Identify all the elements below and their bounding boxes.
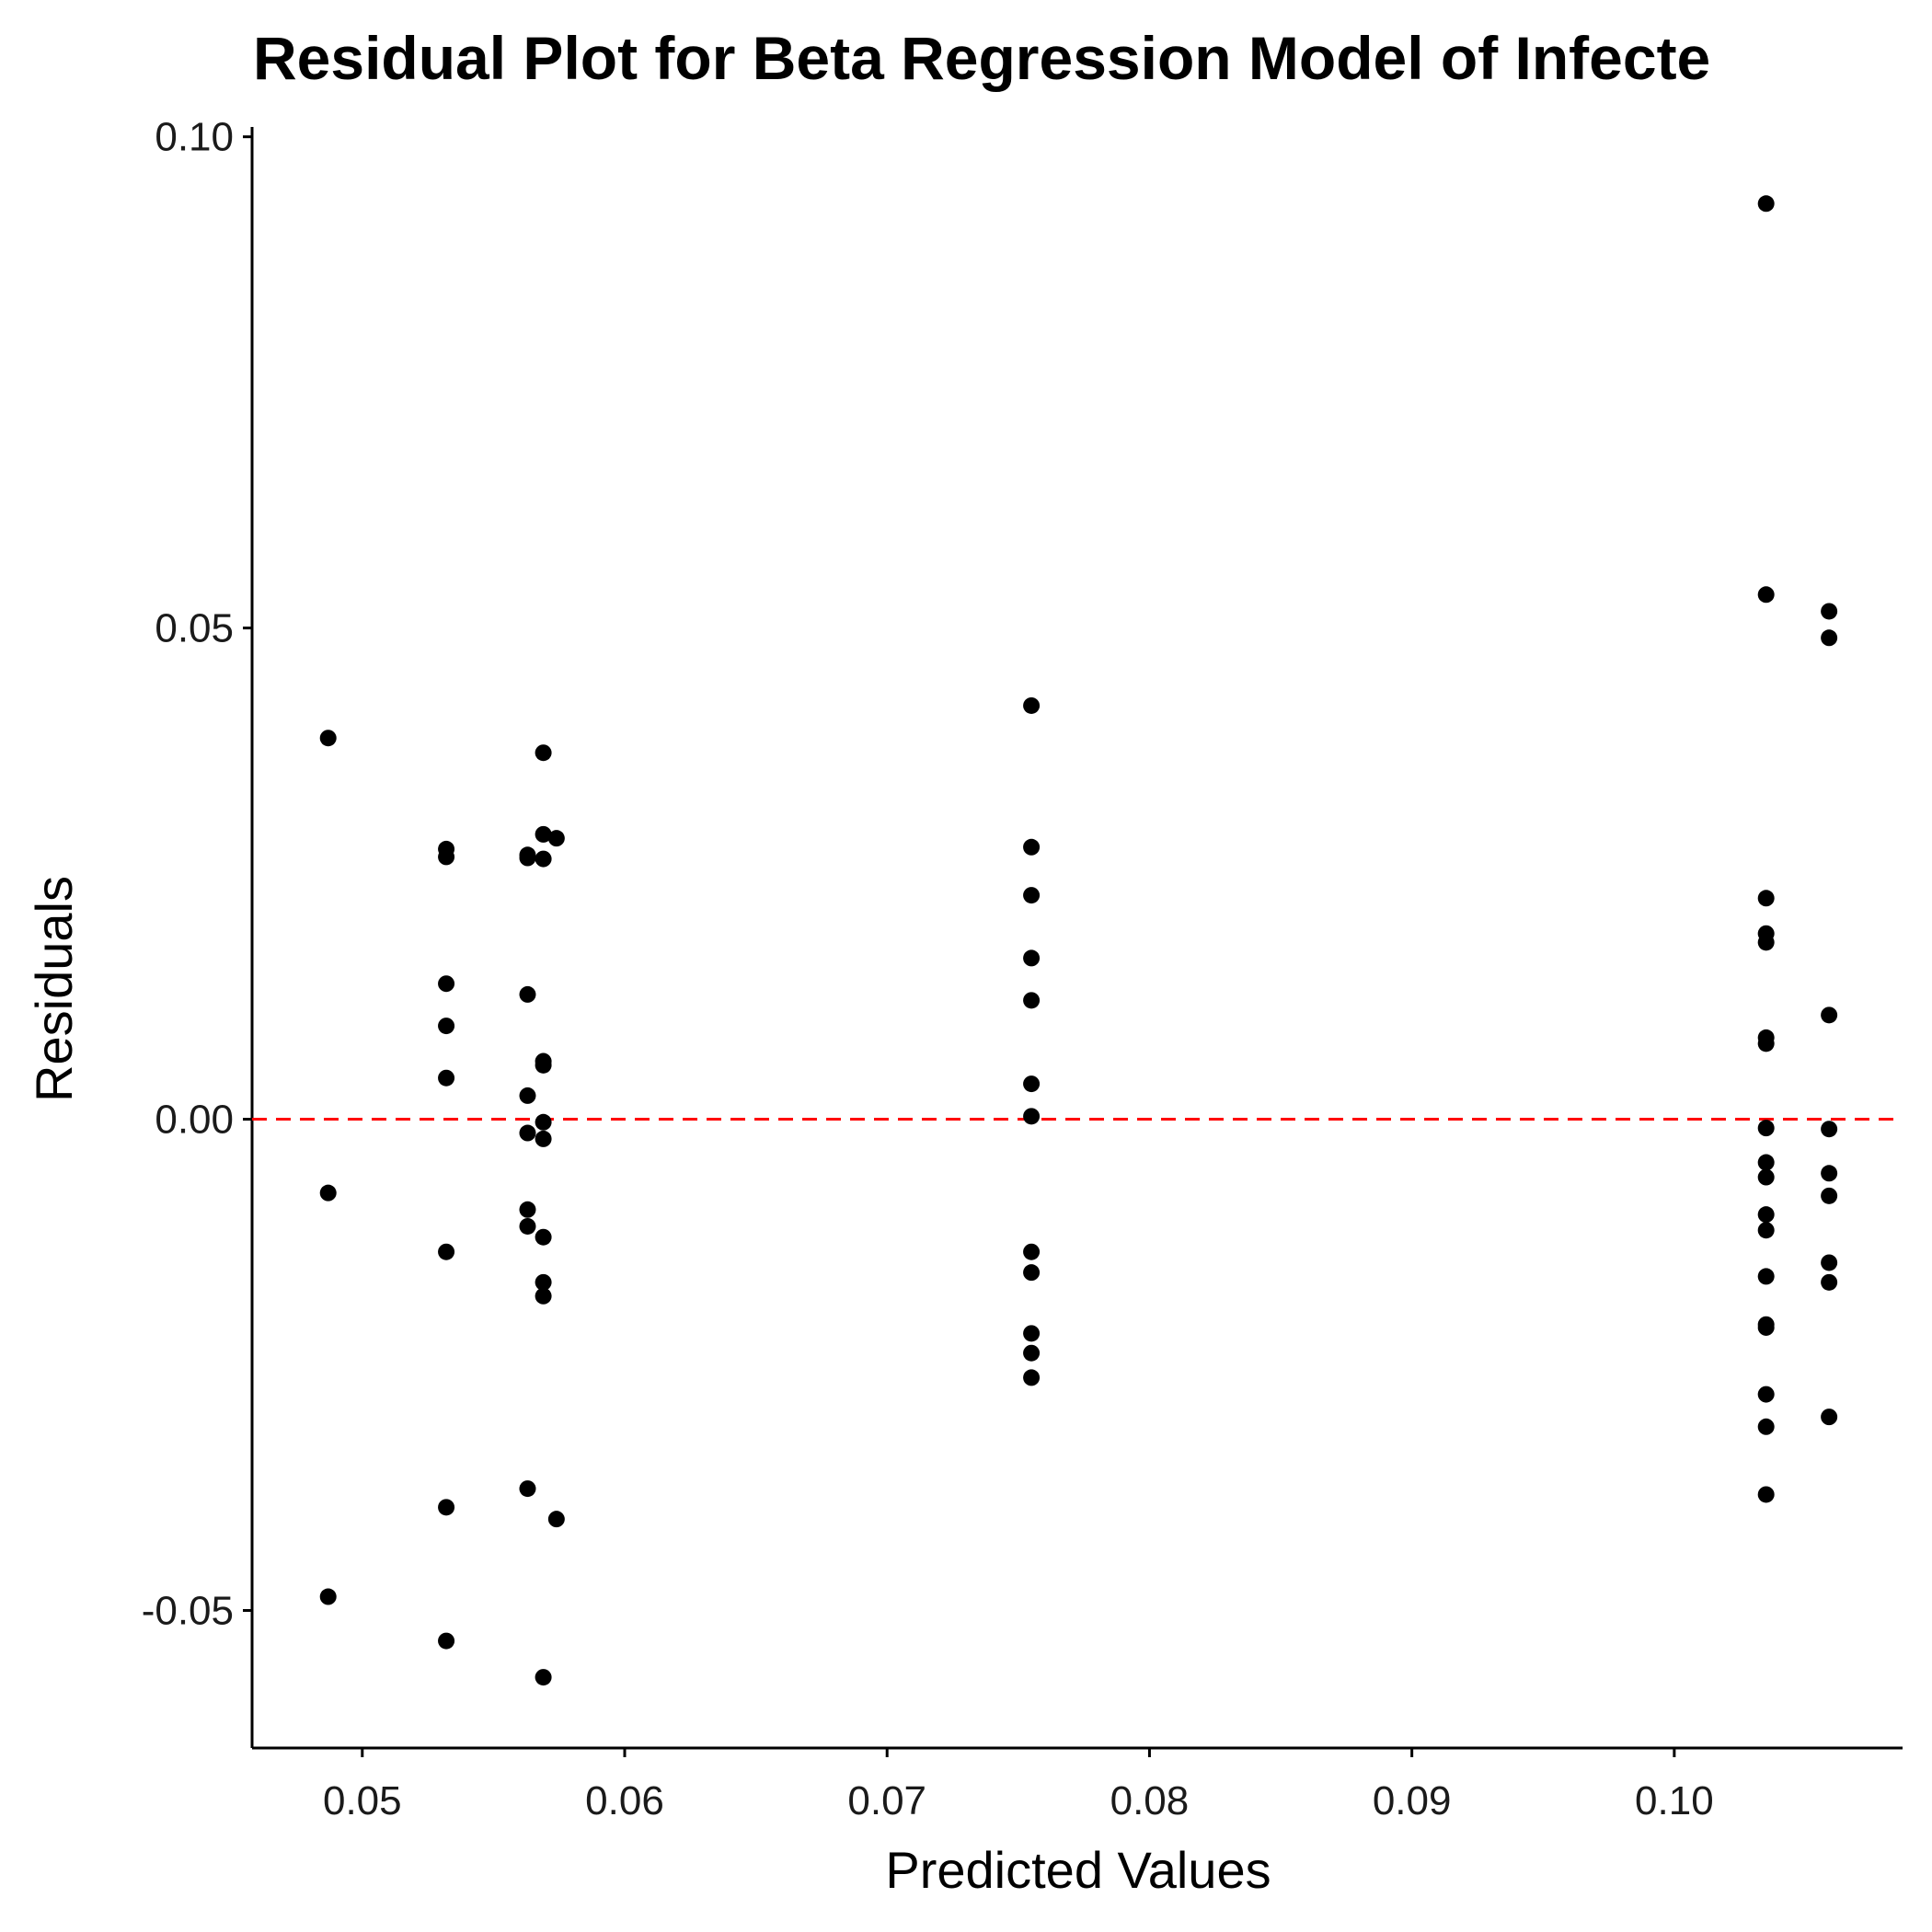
data-point (438, 848, 455, 866)
data-point (519, 985, 536, 1003)
data-point (535, 1113, 552, 1131)
x-tick-label: 0.10 (1635, 1778, 1714, 1823)
data-point (1757, 1168, 1775, 1186)
data-point (1023, 887, 1041, 904)
data-point (1757, 1318, 1775, 1336)
data-point (1757, 1154, 1775, 1171)
data-point (1023, 1369, 1041, 1386)
data-point (519, 1087, 536, 1104)
data-point (519, 849, 536, 867)
data-point (1821, 1006, 1838, 1024)
data-point (519, 1217, 536, 1235)
data-point (1821, 1121, 1838, 1138)
data-point (1757, 934, 1775, 951)
chart-title: Residual Plot for Beta Regression Model … (253, 24, 1710, 92)
data-point (535, 1287, 552, 1305)
y-tick-label: 0.05 (155, 606, 234, 651)
data-point (438, 1499, 455, 1516)
data-point (1023, 838, 1041, 856)
data-point (519, 1480, 536, 1498)
y-tick-label: 0.10 (155, 115, 234, 160)
data-point (535, 1130, 552, 1147)
data-point (1023, 1325, 1041, 1342)
x-axis-label: Predicted Values (885, 1841, 1271, 1899)
data-point (1023, 1075, 1041, 1093)
data-point (1757, 1268, 1775, 1285)
data-point (535, 1669, 552, 1686)
data-point (1023, 992, 1041, 1009)
x-tick-label: 0.09 (1373, 1778, 1452, 1823)
data-point (1757, 890, 1775, 907)
data-point (1757, 1035, 1775, 1052)
data-point (438, 1243, 455, 1260)
x-tick-label: 0.08 (1110, 1778, 1190, 1823)
data-point (535, 1273, 552, 1291)
y-axis-label: Residuals (25, 876, 83, 1102)
data-point (547, 830, 565, 847)
data-point (535, 1056, 552, 1074)
data-point (1757, 1120, 1775, 1137)
data-point (1821, 1273, 1838, 1291)
data-point (438, 1632, 455, 1650)
x-tick-label: 0.06 (585, 1778, 664, 1823)
data-point (319, 730, 337, 747)
data-point (1023, 1243, 1041, 1260)
data-point (438, 1069, 455, 1087)
data-point (1023, 1264, 1041, 1282)
data-point (519, 1201, 536, 1218)
data-point (1821, 1409, 1838, 1426)
data-point (1023, 1344, 1041, 1362)
data-point (535, 1228, 552, 1246)
data-point (535, 744, 552, 762)
data-point (519, 1124, 536, 1142)
data-point (1821, 629, 1838, 647)
data-point (438, 1018, 455, 1035)
data-point (1757, 195, 1775, 213)
data-point (1821, 1187, 1838, 1204)
data-point (535, 850, 552, 868)
data-point (1757, 1418, 1775, 1435)
data-point (1821, 1254, 1838, 1271)
data-point (1821, 1165, 1838, 1182)
data-point (319, 1588, 337, 1605)
data-point (1821, 603, 1838, 620)
data-point (1757, 1486, 1775, 1503)
y-tick-label: 0.00 (155, 1098, 234, 1143)
x-tick-label: 0.07 (847, 1778, 926, 1823)
y-tick-label: -0.05 (142, 1588, 234, 1633)
data-point (1757, 1386, 1775, 1403)
data-point (438, 975, 455, 993)
data-point (1023, 949, 1041, 967)
data-point (1757, 1206, 1775, 1224)
data-point (319, 1184, 337, 1202)
data-point (535, 825, 552, 843)
data-point (547, 1511, 565, 1528)
data-point (1757, 586, 1775, 604)
data-point (1023, 1108, 1041, 1125)
plot-area: -0.05 0.00 0.05 0.10 0.05 0.06 0.07 0.08 0.09 0.1… (142, 115, 1903, 1823)
data-point (1757, 1222, 1775, 1239)
x-tick-label: 0.05 (323, 1778, 402, 1823)
data-point (1023, 696, 1041, 714)
